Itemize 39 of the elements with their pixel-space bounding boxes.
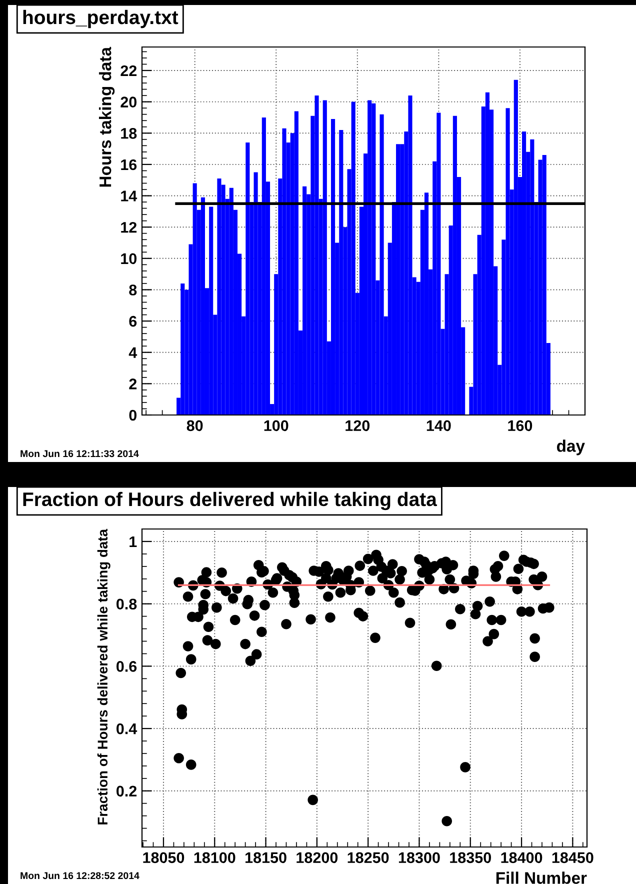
x-tick-label: 100 — [264, 420, 288, 432]
x-axis-title: Fill Number — [496, 872, 587, 884]
x-tick-label: 18350 — [450, 852, 491, 864]
y-tick-label: 16 — [121, 159, 137, 170]
x-tick-label: 18200 — [296, 852, 338, 864]
x-tick-label: 18300 — [398, 852, 440, 864]
x-tick-label: 18250 — [348, 852, 389, 864]
y-tick-label: 1 — [130, 536, 137, 548]
x-axis-title: day — [556, 440, 585, 456]
x-tick-label: 120 — [346, 420, 370, 432]
x-tick-label: 18100 — [194, 852, 236, 864]
chart-title: Fraction of Hours delivered while taking data — [23, 492, 438, 510]
y-tick-label: 8 — [129, 284, 137, 296]
x-tick-label: 18050 — [143, 852, 184, 864]
x-tick-label: 160 — [508, 420, 532, 432]
y-tick-label: 12 — [121, 222, 137, 233]
y-tick-label: 6 — [129, 316, 137, 327]
x-tick-label: 18150 — [246, 852, 286, 864]
y-tick-label: 0.4 — [116, 723, 138, 734]
y-tick-label: 2 — [129, 378, 137, 390]
y-tick-label: 0 — [129, 410, 137, 421]
y-axis-title: Fraction of Hours delivered while taking data — [97, 528, 110, 824]
y-tick-label: 0.2 — [116, 786, 137, 797]
x-tick-label: 18450 — [552, 852, 594, 864]
x-tick-label: 80 — [186, 420, 203, 432]
y-tick-label: 10 — [121, 253, 137, 264]
text: Mon Jun 16 12:28:52 2014 — [20, 872, 140, 880]
chart-title: hours_perday.txt — [23, 10, 178, 28]
y-tick-label: 14 — [121, 190, 138, 202]
x-tick-label: 18400 — [501, 852, 542, 864]
text: Mon Jun 16 12:11:33 2014 — [20, 450, 139, 458]
y-tick-label: 0.6 — [116, 661, 137, 672]
y-axis-title: Hours taking data — [98, 46, 115, 187]
y-tick-label: 18 — [121, 128, 137, 139]
y-tick-label: 20 — [120, 96, 137, 108]
y-tick-label: 22 — [120, 65, 137, 76]
x-tick-label: 140 — [426, 420, 451, 432]
y-tick-label: 0.8 — [116, 598, 137, 610]
y-tick-label: 4 — [128, 347, 138, 358]
